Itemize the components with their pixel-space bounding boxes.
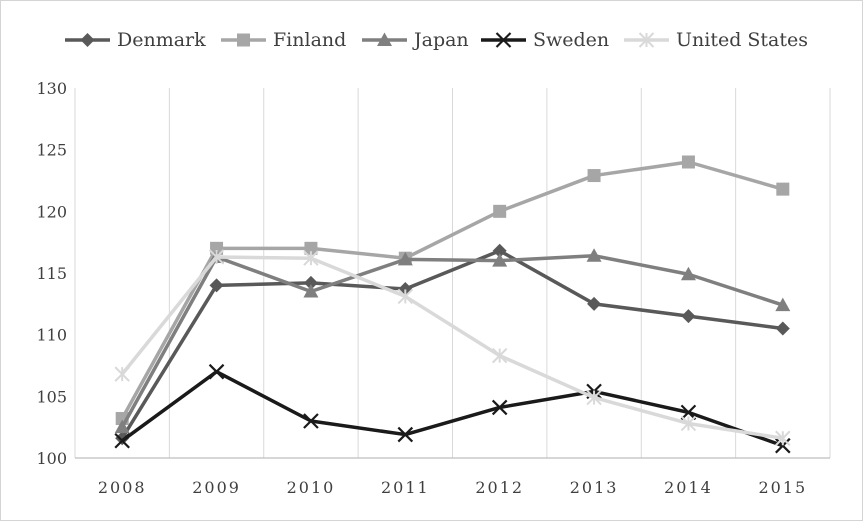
legend-swatch-marker	[237, 33, 250, 47]
legend-label: Denmark	[117, 29, 206, 51]
data-point-denmark	[587, 296, 602, 311]
y-tick-label: 100	[36, 449, 67, 468]
data-point-sweden	[491, 399, 508, 416]
series-united-states	[114, 249, 791, 446]
legend: Denmark Finland Japan Sweden United States	[65, 29, 808, 51]
x-tick-label: 2014	[664, 478, 713, 497]
data-point-united-states	[680, 415, 697, 432]
data-point-denmark	[775, 321, 790, 336]
data-point-finland	[681, 155, 695, 169]
series-line-united-states	[120, 255, 784, 440]
legend-swatch-marker	[80, 33, 95, 47]
data-point-denmark	[681, 309, 696, 324]
x-tick-label: 2008	[98, 478, 147, 497]
data-point-united-states	[397, 288, 414, 305]
data-point-united-states	[303, 250, 319, 266]
data-point-japan	[114, 419, 130, 434]
y-tick-label: 120	[36, 202, 67, 221]
data-point-finland	[210, 241, 224, 255]
series-line-japan	[120, 253, 784, 429]
data-point-sweden	[680, 404, 697, 421]
y-axis-ticks: 100 105 110 115 120 125 130	[36, 79, 67, 468]
data-point-sweden	[114, 432, 130, 449]
gridlines	[74, 88, 831, 458]
legend-item-sweden: Sweden	[481, 29, 609, 51]
data-point-united-states	[114, 366, 130, 382]
marker-stroke	[397, 426, 414, 443]
legend-swatch-marker	[495, 32, 512, 48]
data-point-sweden	[208, 363, 225, 380]
data-point-united-states	[775, 430, 791, 446]
legend-swatch-marker	[377, 32, 392, 46]
data-point-denmark	[209, 278, 224, 293]
marker-stroke	[491, 399, 508, 416]
legend-item-japan: Japan	[362, 29, 469, 51]
y-tick-label: 105	[36, 387, 67, 406]
data-point-denmark	[303, 275, 318, 290]
data-point-japan	[680, 266, 696, 281]
data-point-japan	[775, 297, 791, 312]
x-tick-label: 2009	[192, 478, 241, 497]
data-point-united-states	[208, 249, 225, 265]
series-group	[114, 155, 791, 454]
data-point-finland	[587, 169, 601, 183]
marker-stroke	[303, 413, 319, 429]
series-line-denmark	[120, 249, 784, 440]
x-tick-label: 2013	[570, 478, 619, 497]
data-point-denmark	[115, 431, 130, 446]
legend-label: United States	[676, 29, 808, 51]
marker-stroke	[775, 437, 791, 454]
data-point-sweden	[775, 437, 791, 454]
data-point-japan	[397, 251, 413, 266]
series-line-sweden	[121, 369, 784, 448]
legend-label: Sweden	[533, 29, 609, 51]
data-point-japan	[586, 248, 602, 262]
y-tick-label: 115	[36, 264, 67, 283]
marker-stroke	[495, 32, 512, 48]
x-tick-label: 2010	[287, 478, 336, 497]
data-point-united-states	[491, 347, 508, 364]
data-point-united-states	[586, 389, 602, 406]
data-point-finland	[776, 182, 790, 196]
data-point-denmark	[492, 243, 507, 258]
x-tick-label: 2015	[758, 478, 807, 497]
legend-label: Japan	[412, 29, 469, 51]
data-point-finland	[493, 204, 507, 218]
data-point-japan	[492, 253, 508, 267]
legend-item-united-states: United States	[624, 29, 808, 51]
y-tick-label: 125	[36, 141, 67, 160]
x-tick-label: 2012	[475, 478, 524, 497]
legend-label: Finland	[273, 29, 346, 51]
series-finland	[115, 155, 790, 426]
data-point-sweden	[397, 426, 414, 443]
x-axis-ticks: 2008 2009 2010 2011 2012 2013 2014 2015	[98, 478, 807, 497]
y-tick-label: 130	[36, 79, 67, 98]
legend-swatch-marker	[638, 32, 655, 48]
data-point-japan	[303, 284, 319, 298]
series-line-finland	[120, 160, 784, 420]
legend-item-finland: Finland	[221, 29, 346, 51]
marker-stroke	[114, 432, 130, 449]
data-point-finland	[304, 241, 318, 255]
data-point-sweden	[303, 413, 319, 429]
y-tick-label: 110	[36, 326, 67, 345]
marker-stroke	[680, 404, 697, 421]
legend-item-denmark: Denmark	[65, 29, 206, 51]
marker-stroke	[208, 363, 225, 380]
x-tick-label: 2011	[381, 478, 430, 497]
